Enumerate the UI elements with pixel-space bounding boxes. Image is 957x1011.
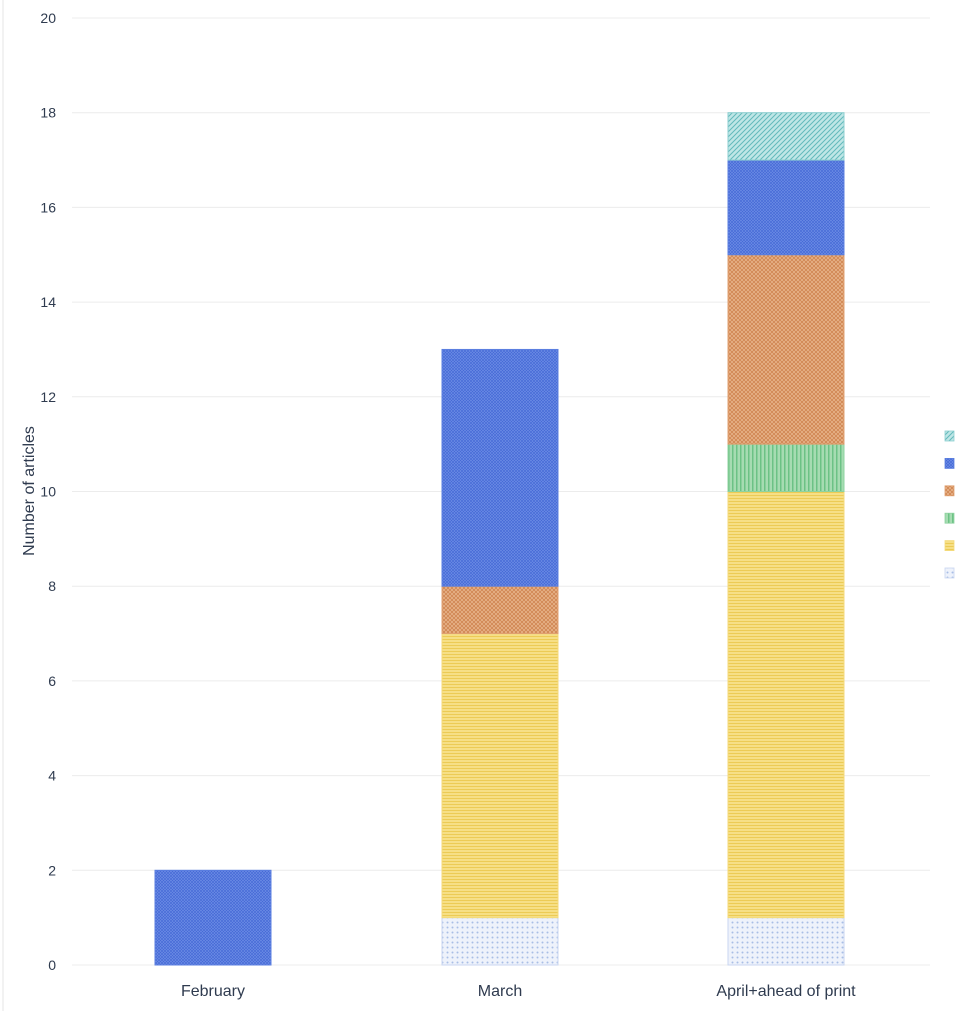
y-tick-label: 0 [48,957,56,973]
y-tick-label: 18 [40,105,56,121]
legend-swatch [944,430,955,442]
x-axis-categories: February March April+ahead of print [181,983,856,1000]
legend [944,430,955,579]
y-tick-label: 6 [48,673,56,689]
legend-swatch [944,457,955,469]
x-category-label: February [181,983,245,1000]
bar-segment [727,159,845,256]
bar-segment [727,443,845,492]
y-axis-label: Number of articles [21,426,38,556]
bar-segment [727,917,845,966]
y-tick-label: 16 [40,199,56,215]
y-tick-label: 4 [48,768,56,784]
y-tick-label: 12 [40,389,56,405]
legend-swatch [944,512,955,524]
y-tick-label: 2 [48,862,56,878]
bar-segment [441,633,559,919]
y-tick-label: 10 [40,484,56,500]
bars [154,112,845,966]
bar-segment [441,348,559,587]
y-tick-label: 20 [40,10,56,26]
bar-segment [727,254,845,445]
legend-swatch [944,567,955,579]
y-tick-label: 8 [48,578,56,594]
bar-segment [441,585,559,635]
x-category-label: March [478,983,522,1000]
bar-segment [727,491,845,919]
y-tick-label: 14 [40,294,56,310]
y-axis-ticks: 0 2 4 6 8 10 12 14 16 18 20 [40,10,56,973]
bar-segment [441,917,559,966]
bar-segment [727,112,845,161]
bar-segment [154,869,272,966]
legend-swatch [944,485,955,497]
legend-swatch [944,540,955,551]
x-category-label: April+ahead of print [716,983,856,1000]
